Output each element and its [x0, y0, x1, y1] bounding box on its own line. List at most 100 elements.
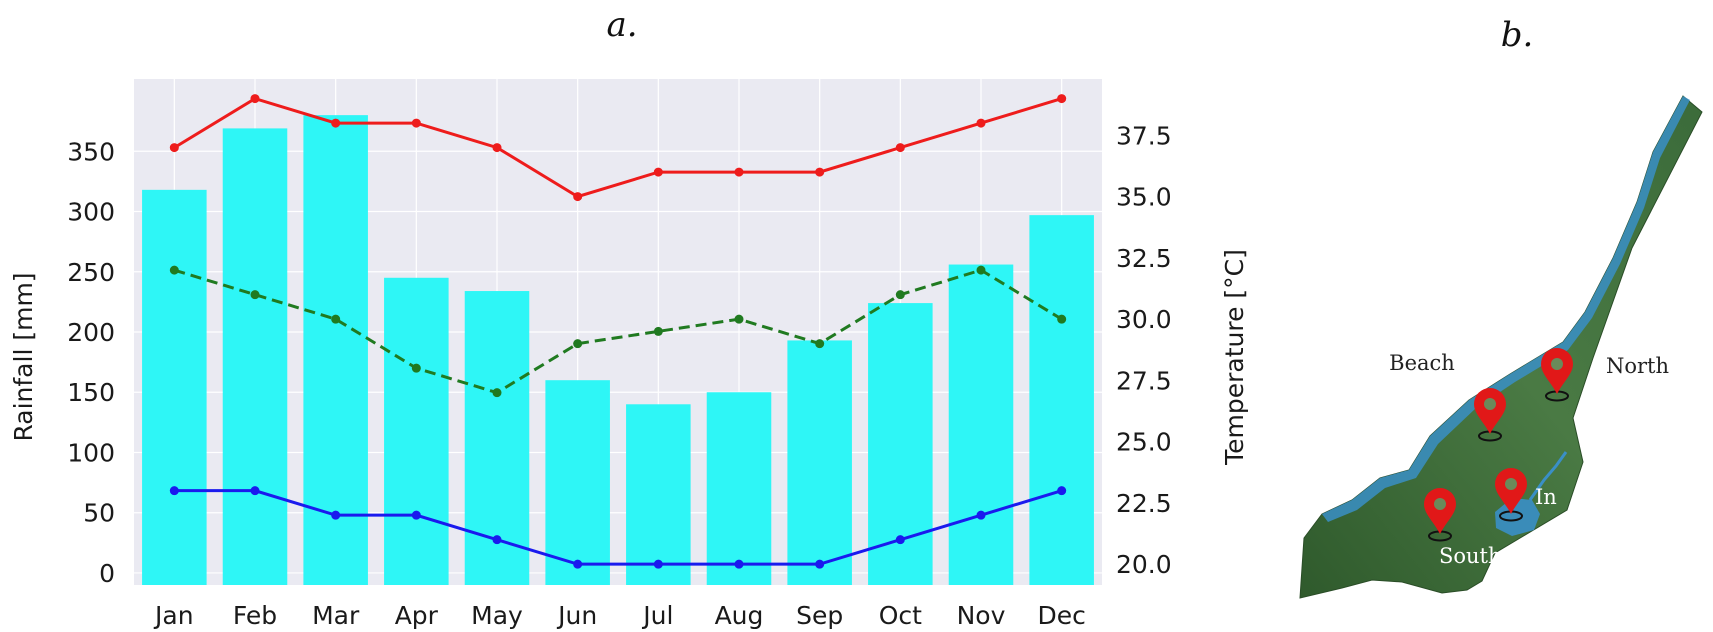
x-tick-label: May: [471, 601, 523, 630]
pin-body: [1495, 468, 1527, 514]
y2-tick-label: 35.0: [1116, 183, 1172, 212]
temperature-point: [492, 535, 502, 545]
label-in: In: [1535, 485, 1557, 509]
pin-hole: [1551, 358, 1563, 370]
temperature-point: [250, 290, 260, 300]
temperature-line-2: [174, 489, 1063, 566]
temperature-point: [734, 559, 744, 569]
y-tick-label: 0: [99, 559, 115, 588]
pin-body: [1474, 388, 1506, 434]
pin-body: [1424, 488, 1456, 534]
temperature-point: [815, 559, 825, 569]
y2-tick-label: 37.5: [1116, 121, 1172, 150]
temperature-point: [895, 290, 905, 300]
x-axis-ticks: Jan Feb Mar Apr May Jun Jul Aug Sep Oct Nov Dec: [153, 601, 1086, 630]
temperature-point: [573, 192, 583, 202]
temperature-point: [169, 265, 179, 275]
y2-tick-label: 25.0: [1116, 428, 1172, 457]
y2-tick-label: 30.0: [1116, 305, 1172, 334]
temperature-point: [250, 94, 260, 104]
rainfall-bar-aug: [706, 392, 772, 585]
temperature-point: [653, 559, 663, 569]
rainfall-bar-jun: [545, 380, 610, 585]
temperature-point: [411, 363, 421, 373]
x-tick-label: Apr: [395, 601, 439, 630]
y2-tick-label: 20.0: [1116, 550, 1172, 579]
pin-hole: [1505, 478, 1517, 490]
temperature-point: [815, 339, 825, 349]
temperature-point: [411, 118, 421, 128]
in-pin-icon: [1495, 468, 1527, 522]
y2-tick-label: 22.5: [1116, 489, 1172, 518]
y2-axis-title: Temperature [°C]: [1220, 249, 1249, 466]
x-tick-label: Sep: [796, 601, 843, 630]
temperature-point: [1057, 486, 1067, 496]
pin-body: [1541, 348, 1573, 394]
temperature-point: [250, 486, 260, 496]
temperature-point: [653, 167, 663, 177]
temperature-point: [976, 265, 986, 275]
rainfall-bar-apr: [384, 277, 449, 585]
temperature-point: [331, 510, 341, 520]
label-south: South: [1439, 544, 1502, 568]
label-north: North: [1606, 354, 1669, 378]
x-tick-label: Mar: [312, 601, 360, 630]
temperature-point: [169, 486, 179, 496]
rainfall-bar-jul: [626, 404, 691, 585]
y-tick-label: 200: [67, 318, 115, 347]
south-pin-icon: [1424, 488, 1456, 542]
lagoon-channel: [1528, 451, 1568, 501]
y-tick-label: 300: [67, 198, 115, 227]
rainfall-bar-dec: [1029, 215, 1094, 585]
map-pins: [1424, 348, 1573, 542]
x-tick-label: Jan: [153, 601, 194, 630]
panel-b-label: b.: [1501, 15, 1534, 55]
right-axis-ticks: 20.0 22.5 25.0 27.5 30.0 32.5 35.0 37.5: [1116, 121, 1172, 579]
y-axis-title: Rainfall [mm]: [9, 272, 38, 441]
x-tick-label: Oct: [879, 601, 922, 630]
temperature-point: [573, 559, 583, 569]
beach-pin-icon: [1474, 388, 1506, 442]
temperature-point: [411, 510, 421, 520]
y-tick-label: 350: [67, 137, 115, 166]
x-tick-label: Dec: [1037, 601, 1085, 630]
temperature-point: [492, 388, 502, 398]
y2-tick-label: 32.5: [1116, 244, 1172, 273]
x-tick-label: Jun: [556, 601, 597, 630]
temperature-point: [734, 167, 744, 177]
rainfall-bar-nov: [948, 264, 1014, 585]
temperature-line-1: [173, 268, 1063, 395]
temperature-point: [573, 339, 583, 349]
y2-tick-label: 27.5: [1116, 366, 1172, 395]
north-pin-icon: [1541, 348, 1573, 402]
y-tick-label: 50: [83, 499, 115, 528]
temperature-point: [895, 143, 905, 153]
pin-hole: [1484, 398, 1496, 410]
temperature-point: [653, 326, 663, 336]
y-tick-label: 150: [67, 378, 115, 407]
temperature-point: [976, 510, 986, 520]
temperature-point: [1057, 314, 1067, 324]
lagoon: [1495, 498, 1540, 536]
x-tick-label: Nov: [957, 601, 1006, 630]
temperature-point: [331, 314, 341, 324]
temperature-point: [331, 118, 341, 128]
panel-a-label: a.: [606, 5, 637, 45]
rainfall-bar-sep: [787, 340, 852, 585]
climate-chart: 0 50 100 150 200 250 300 350 20.0 22.5 25.0 27.5 30…: [9, 79, 1249, 630]
site-map: Beach North In South: [1299, 95, 1703, 599]
temperature-point: [169, 143, 179, 153]
rainfall-bars: [142, 115, 1094, 586]
rainfall-bar-mar: [303, 115, 368, 586]
y-tick-label: 100: [67, 438, 115, 467]
temperature-point: [492, 143, 502, 153]
temperature-lines: [169, 94, 1067, 569]
temperature-point: [734, 314, 744, 324]
temperature-point: [895, 535, 905, 545]
x-tick-label: Jul: [641, 601, 673, 630]
rainfall-bar-feb: [222, 128, 288, 585]
temperature-point: [976, 118, 986, 128]
rainfall-bar-jan: [142, 189, 207, 586]
y-tick-label: 250: [67, 258, 115, 287]
temperature-point: [1057, 94, 1067, 104]
